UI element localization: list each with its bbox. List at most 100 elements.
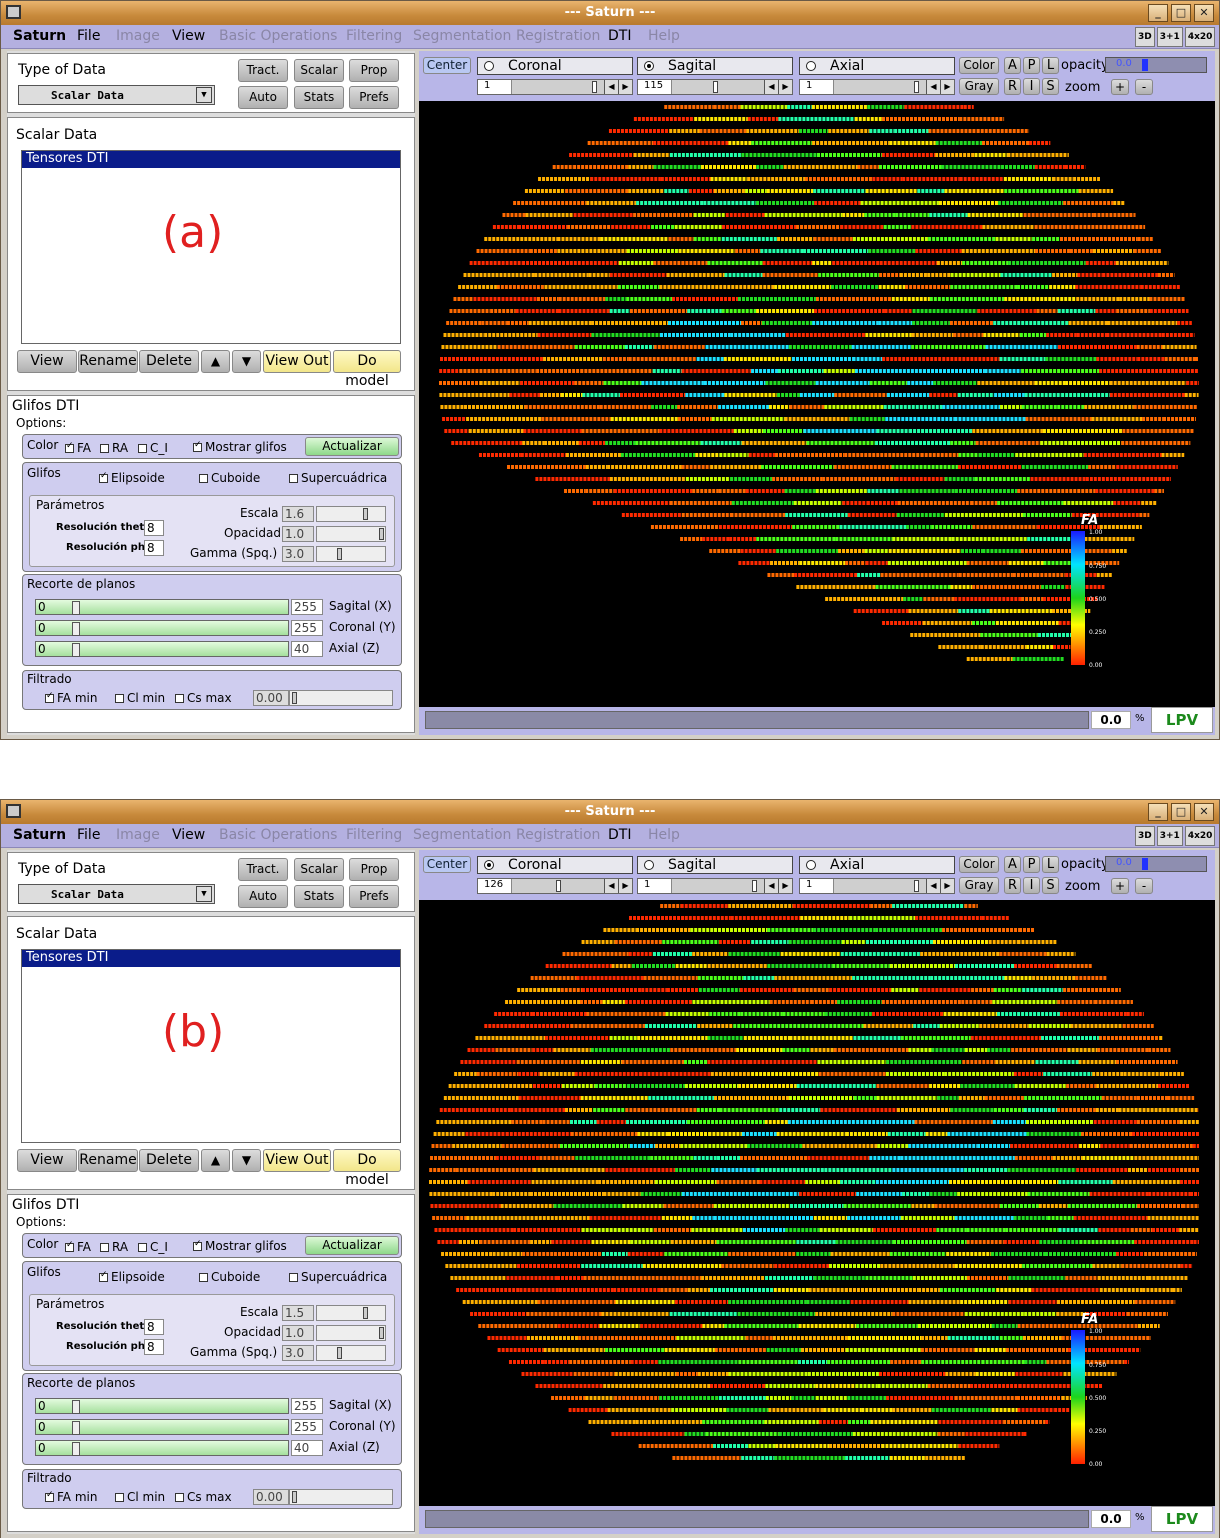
orient-s-button[interactable]: S [1042, 78, 1059, 95]
orient-i-button[interactable]: I [1023, 78, 1040, 95]
menu-basic-operations[interactable]: Basic Operations [219, 827, 338, 843]
stats-button[interactable]: Stats [294, 86, 344, 109]
ci-checkbox[interactable]: C_I [138, 1240, 168, 1254]
ci-checkbox[interactable]: C_I [138, 441, 168, 455]
orient-l-button[interactable]: L [1042, 856, 1059, 873]
filter-slider[interactable] [289, 690, 393, 706]
orient-r-button[interactable]: R [1004, 78, 1021, 95]
orient-l-button[interactable]: L [1042, 57, 1059, 74]
scalar-data-list[interactable]: Tensores DTI (a) [21, 150, 401, 344]
escala-slider[interactable] [316, 506, 386, 522]
menu-segmentation[interactable]: Segmentation [413, 28, 512, 44]
view-button[interactable]: View [17, 350, 77, 373]
coronal-selector[interactable]: Coronal [477, 856, 633, 874]
menu-image[interactable]: Image [116, 28, 160, 44]
ra-checkbox[interactable]: RA [100, 441, 128, 455]
auto-button[interactable]: Auto [238, 885, 288, 908]
cl-min-checkbox[interactable]: Cl min [115, 691, 165, 705]
type-of-data-select[interactable]: Scalar Data ▼ [18, 884, 215, 904]
dti-glyph-canvas[interactable]: FA 1.00 0.750 0.500 0.250 0.00 [419, 101, 1215, 707]
orient-p-button[interactable]: P [1023, 856, 1040, 873]
axial-selector[interactable]: Axial [799, 856, 955, 874]
do-model-button[interactable]: Do model [333, 350, 401, 389]
sagital-selector[interactable]: Sagital [637, 57, 793, 75]
orient-a-button[interactable]: A [1004, 57, 1021, 74]
cs-max-checkbox[interactable]: Cs max [175, 1490, 232, 1504]
gray-mode-button[interactable]: Gray [959, 78, 999, 95]
mostrar-glifos-checkbox[interactable]: Mostrar glifos [193, 440, 287, 454]
coronal-selector[interactable]: Coronal [477, 57, 633, 75]
scalar-button[interactable]: Scalar [294, 858, 344, 881]
axial-clip-slider[interactable]: 0 [35, 641, 289, 657]
do-model-button[interactable]: Do model [333, 1149, 401, 1188]
center-button[interactable]: Center [423, 57, 471, 74]
orient-r-button[interactable]: R [1004, 877, 1021, 894]
close-icon[interactable]: ✕ [1194, 803, 1214, 821]
menu-help[interactable]: Help [648, 28, 680, 44]
dti-glyph-canvas[interactable]: FA 1.00 0.750 0.500 0.250 0.00 [419, 900, 1215, 1506]
opacidad-slider[interactable] [316, 526, 386, 542]
menu-help[interactable]: Help [648, 827, 680, 843]
center-button[interactable]: Center [423, 856, 471, 873]
list-item[interactable]: Tensores DTI [22, 151, 400, 168]
res-phi-spinner[interactable]: 8 [144, 540, 164, 556]
menu-view[interactable]: View [172, 827, 206, 843]
close-icon[interactable]: ✕ [1194, 4, 1214, 22]
mostrar-glifos-checkbox[interactable]: Mostrar glifos [193, 1239, 287, 1253]
escala-slider[interactable] [316, 1305, 386, 1321]
res-phi-spinner[interactable]: 8 [144, 1339, 164, 1355]
axial-selector[interactable]: Axial [799, 57, 955, 75]
rename-button[interactable]: Rename [78, 1149, 138, 1172]
window-menu-icon[interactable] [6, 5, 21, 19]
menu-file[interactable]: File [77, 28, 101, 44]
menu-file[interactable]: File [77, 827, 101, 843]
color-mode-button[interactable]: Color [959, 57, 999, 74]
fa-min-checkbox[interactable]: FA min [45, 1490, 97, 1504]
coronal-clip-slider[interactable]: 0 [35, 620, 289, 636]
view-button[interactable]: View [17, 1149, 77, 1172]
menu-registration[interactable]: Registration [516, 28, 601, 44]
supercuadrica-checkbox[interactable]: Supercuádrica [289, 1270, 387, 1284]
menu-segmentation[interactable]: Segmentation [413, 827, 512, 843]
menu-dti[interactable]: DTI [608, 28, 632, 44]
scalar-data-list[interactable]: Tensores DTI (b) [21, 949, 401, 1143]
elipsoide-checkbox[interactable]: Elipsoide [99, 471, 165, 485]
menu-saturn[interactable]: Saturn [13, 28, 67, 44]
axial-slice-slider[interactable]: 1 ◀ ▶ [799, 79, 955, 95]
orient-a-button[interactable]: A [1004, 856, 1021, 873]
menu-registration[interactable]: Registration [516, 827, 601, 843]
cs-max-checkbox[interactable]: Cs max [175, 691, 232, 705]
prop-button[interactable]: Prop [349, 858, 399, 881]
layout-3d-button[interactable]: 3D [1135, 27, 1155, 47]
actualizar-button[interactable]: Actualizar [305, 437, 399, 456]
rename-button[interactable]: Rename [78, 350, 138, 373]
zoom-out-button[interactable]: - [1135, 878, 1153, 894]
supercuadrica-checkbox[interactable]: Supercuádrica [289, 471, 387, 485]
gray-mode-button[interactable]: Gray [959, 877, 999, 894]
layout-4x20-button[interactable]: 4x20 [1184, 826, 1216, 846]
chevron-down-icon[interactable]: ▼ [196, 87, 212, 103]
res-theta-spinner[interactable]: 8 [144, 1319, 164, 1335]
tract-button[interactable]: Tract. [238, 858, 288, 881]
menu-saturn[interactable]: Saturn [13, 827, 67, 843]
delete-button[interactable]: Delete [139, 350, 199, 373]
cuboide-checkbox[interactable]: Cuboide [199, 1270, 260, 1284]
tract-button[interactable]: Tract. [238, 59, 288, 82]
menu-filtering[interactable]: Filtering [346, 827, 403, 843]
axial-clip-slider[interactable]: 0 [35, 1440, 289, 1456]
fa-checkbox[interactable]: FA [65, 1240, 91, 1254]
orient-p-button[interactable]: P [1023, 57, 1040, 74]
color-mode-button[interactable]: Color [959, 856, 999, 873]
view-out-button[interactable]: View Out [263, 1149, 331, 1172]
orient-i-button[interactable]: I [1023, 877, 1040, 894]
menu-image[interactable]: Image [116, 827, 160, 843]
cl-min-checkbox[interactable]: Cl min [115, 1490, 165, 1504]
orient-s-button[interactable]: S [1042, 877, 1059, 894]
move-down-button[interactable]: ▼ [232, 1149, 261, 1172]
prop-button[interactable]: Prop [349, 59, 399, 82]
minimize-icon[interactable]: _ [1148, 803, 1168, 821]
elipsoide-checkbox[interactable]: Elipsoide [99, 1270, 165, 1284]
menu-view[interactable]: View [172, 28, 206, 44]
prefs-button[interactable]: Prefs [349, 86, 399, 109]
sagital-slice-slider[interactable]: 1 ◀ ▶ [637, 878, 793, 894]
